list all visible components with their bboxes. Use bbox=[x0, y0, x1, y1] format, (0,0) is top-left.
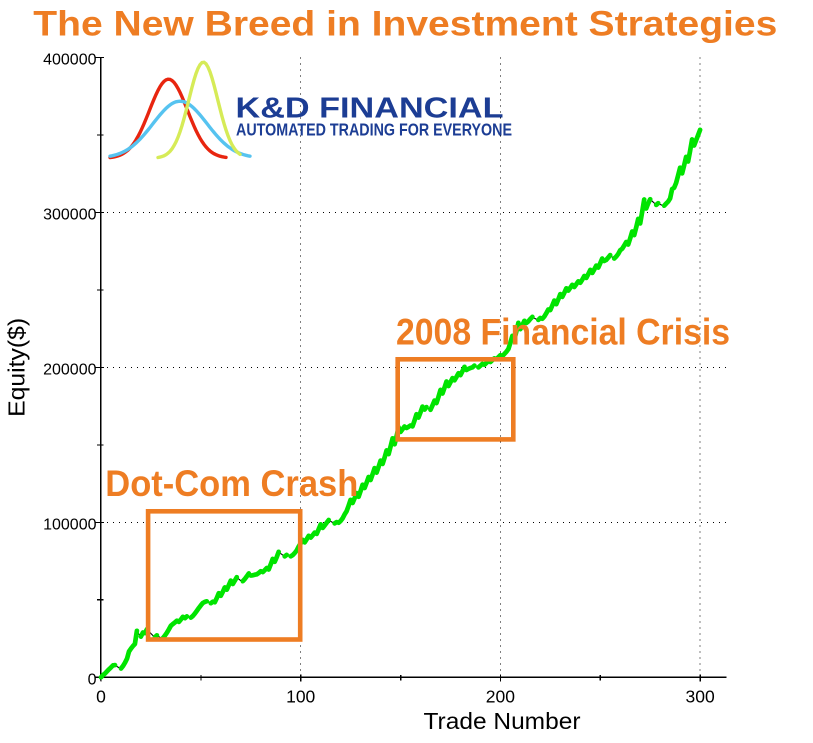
svg-text:AUTOMATED TRADING FOR EVERYONE: AUTOMATED TRADING FOR EVERYONE bbox=[236, 120, 512, 140]
svg-text:300: 300 bbox=[685, 687, 714, 707]
svg-text:0: 0 bbox=[96, 687, 106, 707]
svg-text:Dot-Com Crash: Dot-Com Crash bbox=[105, 462, 358, 504]
svg-text:200000: 200000 bbox=[43, 361, 96, 378]
svg-text:100: 100 bbox=[286, 687, 315, 707]
svg-text:400000: 400000 bbox=[43, 52, 96, 69]
svg-text:The New Breed in Investment St: The New Breed in Investment Strategies bbox=[33, 4, 777, 43]
svg-text:0: 0 bbox=[88, 671, 97, 688]
svg-text:200: 200 bbox=[486, 687, 515, 707]
svg-text:2008 Financial Crisis: 2008 Financial Crisis bbox=[396, 310, 730, 352]
svg-text:K&D FINANCIAL: K&D FINANCIAL bbox=[236, 93, 504, 125]
svg-text:Trade Number: Trade Number bbox=[424, 708, 581, 734]
svg-text:100000: 100000 bbox=[43, 516, 96, 533]
svg-text:300000: 300000 bbox=[43, 207, 96, 224]
svg-text:Equity($): Equity($) bbox=[4, 318, 30, 417]
